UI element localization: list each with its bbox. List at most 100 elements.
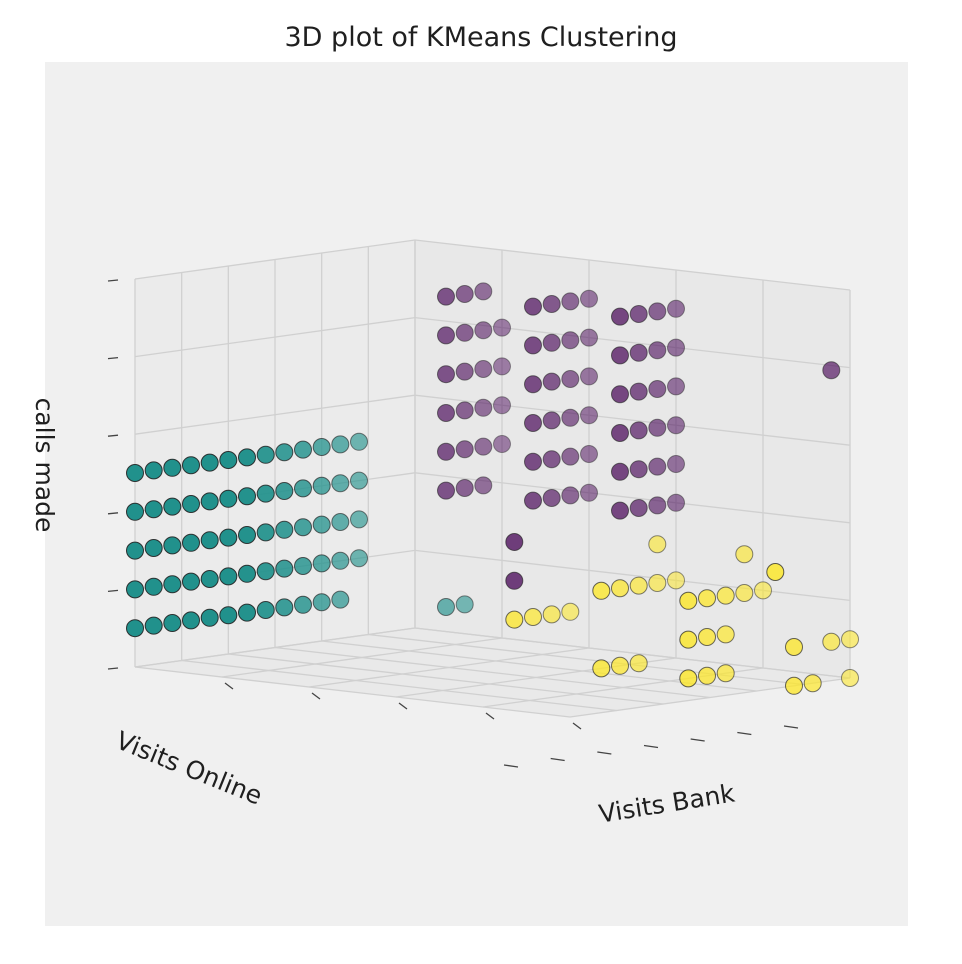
data-point-cluster-1 [667, 455, 685, 473]
data-point-cluster-1 [629, 499, 648, 517]
data-point-cluster-0 [126, 619, 144, 638]
data-point-cluster-1 [437, 481, 455, 500]
data-point-cluster-0 [144, 500, 163, 519]
data-point-cluster-0 [256, 445, 275, 464]
data-point-cluster-1 [561, 370, 580, 388]
data-point-cluster-1 [437, 442, 455, 461]
data-point-cluster-2 [803, 674, 822, 693]
data-point-cluster-0 [163, 536, 182, 555]
data-point-cluster-1 [474, 282, 493, 301]
data-point-cluster-0 [182, 611, 200, 630]
data-point-cluster-1 [648, 341, 667, 360]
y-tick [503, 764, 519, 768]
y-tick [597, 751, 612, 755]
data-point-cluster-0 [182, 495, 200, 513]
data-point-cluster-0 [144, 577, 163, 596]
data-point-cluster-2 [698, 666, 716, 685]
x-tick [311, 692, 321, 700]
data-point-cluster-1 [629, 343, 648, 362]
data-point-cluster-1 [493, 396, 511, 415]
x-tick [485, 712, 495, 720]
data-point-cluster-1 [648, 496, 667, 515]
data-point-cluster-1 [493, 435, 511, 453]
z-tick [107, 667, 119, 670]
data-point-cluster-1 [542, 372, 561, 391]
axis-panes [135, 240, 850, 717]
data-point-cluster-0 [182, 533, 200, 552]
data-point-cluster-1 [648, 457, 667, 476]
z-axis-label: calls made [30, 398, 59, 533]
data-point-cluster-1 [437, 365, 455, 384]
data-point-cluster-2 [648, 535, 667, 554]
data-point-cluster-0 [163, 497, 182, 516]
z-tick [107, 589, 119, 593]
data-point-cluster-1 [629, 421, 648, 440]
data-point-cluster-1 [822, 361, 841, 380]
data-point-cluster-0 [219, 451, 238, 469]
data-point-cluster-0 [275, 482, 294, 500]
grid-line-y [181, 659, 617, 712]
data-point-cluster-0 [238, 603, 256, 622]
data-point-cluster-1 [580, 328, 598, 347]
data-point-cluster-0 [275, 598, 294, 617]
grid-line-z [414, 239, 851, 291]
data-point-cluster-1 [580, 367, 598, 386]
grid-line-z [414, 549, 851, 602]
back-pane [415, 240, 850, 678]
data-point-cluster-2 [841, 669, 859, 687]
data-point-cluster-1 [455, 401, 474, 420]
data-point-cluster-0 [219, 489, 238, 508]
data-point-cluster-1 [524, 375, 542, 394]
data-point-cluster-2 [592, 659, 611, 678]
data-point-cluster-1 [648, 418, 667, 437]
data-point-cluster-1 [542, 411, 561, 430]
x-axis-label: Visits Bank [597, 778, 737, 828]
data-point-cluster-1 [611, 501, 629, 520]
data-point-cluster-1 [667, 416, 685, 435]
data-point-cluster-1 [474, 476, 493, 495]
data-point-cluster-1 [474, 321, 493, 340]
data-point-cluster-0 [219, 606, 238, 625]
data-point-cluster-0 [294, 479, 312, 498]
data-point-cluster-2 [698, 589, 716, 608]
data-point-cluster-0 [294, 595, 312, 614]
data-point-cluster-2 [667, 571, 685, 590]
data-point-cluster-0 [126, 502, 144, 521]
y-axis-label: Visits Online [112, 726, 266, 811]
data-point-cluster-1 [524, 452, 542, 471]
data-point-cluster-0 [294, 518, 312, 537]
data-point-cluster-0 [238, 448, 256, 467]
y-tick [737, 731, 752, 736]
data-point-cluster-1 [455, 362, 474, 381]
data-point-cluster-2 [679, 630, 698, 649]
data-point-cluster-1 [629, 305, 648, 323]
data-point-cluster-2 [698, 628, 716, 646]
data-point-cluster-0 [144, 539, 163, 557]
data-point-cluster-0 [163, 614, 182, 632]
data-point-cluster-2 [716, 586, 735, 605]
data-point-cluster-0 [200, 531, 219, 550]
data-point-cluster-1 [580, 406, 598, 425]
data-point-cluster-2 [841, 630, 859, 649]
z-tick [107, 356, 119, 360]
data-point-cluster-0 [350, 510, 368, 529]
data-point-cluster-0 [256, 523, 275, 542]
data-point-cluster-1 [542, 295, 561, 313]
data-point-cluster-1 [648, 302, 667, 321]
data-point-cluster-2 [561, 602, 580, 621]
data-point-cluster-1 [542, 489, 561, 507]
data-point-cluster-0 [312, 438, 331, 456]
data-point-cluster-1 [455, 479, 474, 497]
data-point-cluster-1 [524, 414, 542, 432]
z-tick [107, 434, 119, 437]
data-point-cluster-0 [163, 575, 182, 594]
data-point-cluster-1 [611, 307, 629, 326]
data-point-cluster-1 [561, 486, 580, 505]
data-point-cluster-2 [629, 654, 648, 673]
data-point-cluster-0 [126, 464, 144, 482]
data-point-cluster-0 [256, 601, 275, 619]
data-point-cluster-1 [505, 533, 524, 551]
data-point-cluster-1 [629, 382, 648, 401]
